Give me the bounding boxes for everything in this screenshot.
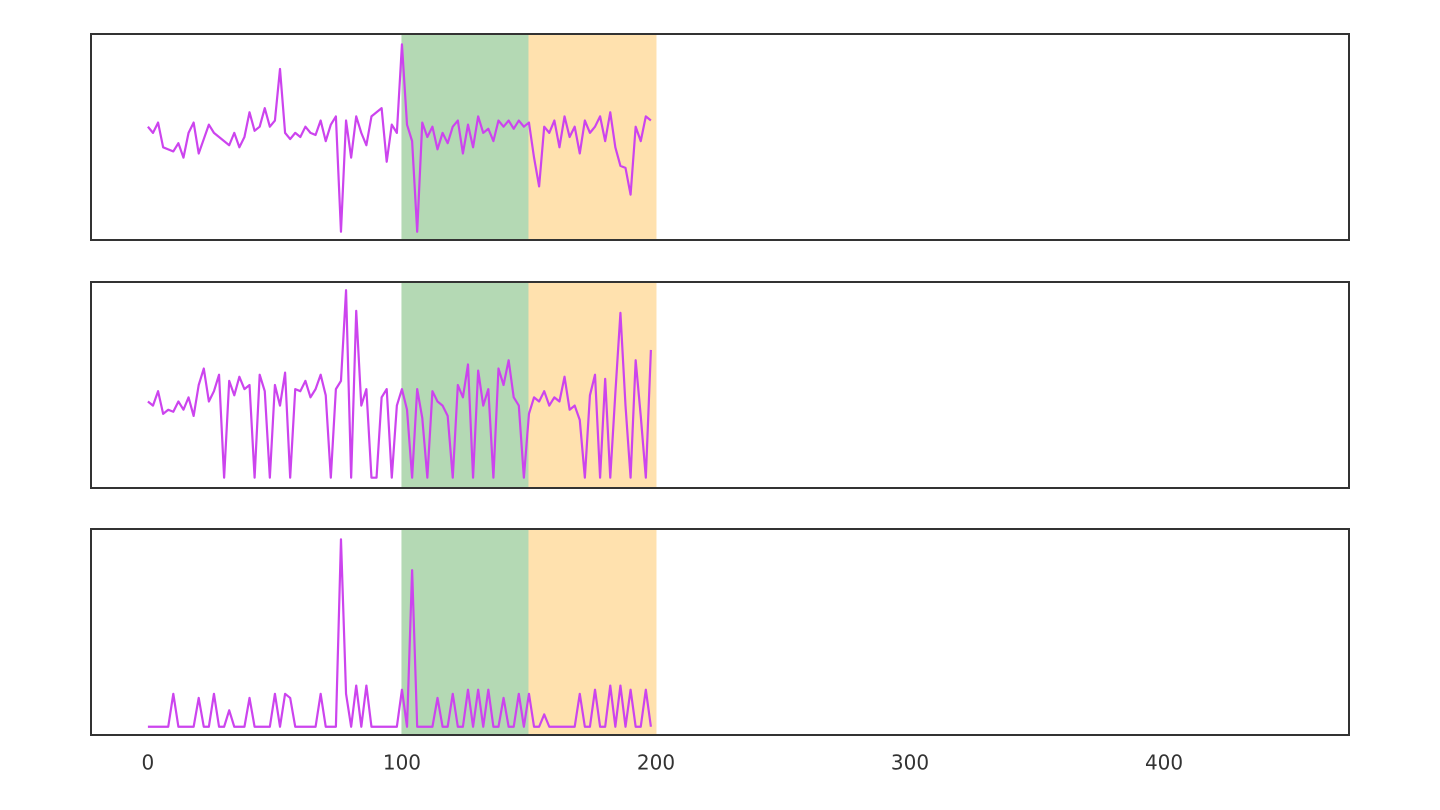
data-line: [147, 43, 652, 233]
x-tick-label: 100: [383, 751, 421, 775]
x-tick-label: 200: [637, 751, 675, 775]
panel-frame: [90, 528, 1350, 736]
x-tick-label: 300: [891, 751, 929, 775]
highlight-span: [528, 33, 657, 241]
data-line: [147, 538, 652, 728]
data-line: [147, 289, 652, 479]
panel-frame: [90, 281, 1350, 489]
panel-frame: [90, 33, 1350, 241]
x-tick-label: 400: [1145, 751, 1183, 775]
x-tick-label: 0: [142, 751, 155, 775]
